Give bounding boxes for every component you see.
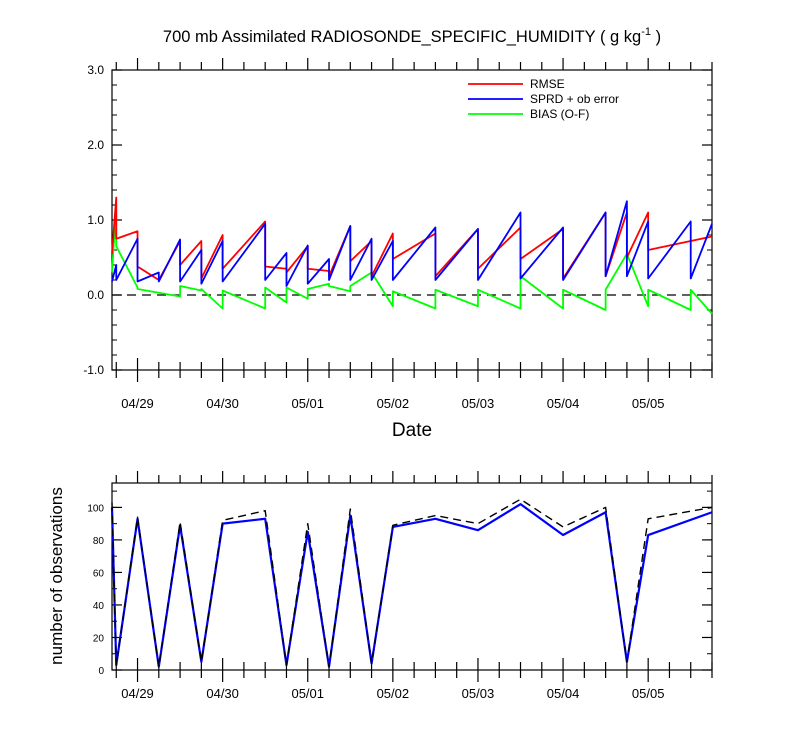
bottom-xtick-label: 05/02 (377, 686, 410, 701)
top-xtick-label: 04/30 (206, 396, 239, 411)
top-xtick-label: 04/29 (121, 396, 154, 411)
legend-label-0: RMSE (530, 77, 565, 91)
bottom-y-axis-label: number of observations (47, 487, 66, 665)
chart-title: 700 mb Assimilated RADIOSONDE_SPECIFIC_H… (163, 26, 661, 46)
legend-label-2: BIAS (O-F) (530, 107, 589, 121)
obs-possible-line (111, 498, 713, 668)
bottom-ytick-label: 20 (93, 633, 105, 644)
bottom-xtick-label: 05/05 (632, 686, 665, 701)
bottom-ytick-label: 40 (93, 601, 105, 612)
top-ytick-label: 0.0 (87, 288, 104, 302)
top-xtick-label: 05/04 (547, 396, 580, 411)
chart-title-end: ) (651, 28, 661, 46)
top-ytick-label: 1.0 (87, 213, 104, 227)
top-ytick-label: 3.0 (87, 63, 104, 77)
top-xtick-label: 05/02 (377, 396, 410, 411)
bottom-panel: 0 20 40 60 80 100 04/29 04/30 05/01 05/02 05/03 05/… (87, 471, 713, 701)
bottom-plot-frame (111, 482, 713, 671)
top-ytick-label: 2.0 (87, 138, 104, 152)
chart-title-superscript: -1 (641, 26, 651, 38)
bottom-ytick-label: 60 (93, 568, 105, 579)
legend-label-1: SPRD + ob error (530, 92, 619, 106)
top-ytick-label: -1.0 (83, 363, 104, 377)
bottom-ytick-label: 0 (98, 666, 104, 677)
bottom-xtick-label: 04/30 (206, 686, 239, 701)
bottom-xtick-label: 05/04 (547, 686, 580, 701)
bottom-ytick-label: 100 (87, 503, 104, 514)
bias-series-line (111, 204, 713, 315)
chart-title-main: 700 mb Assimilated RADIOSONDE_SPECIFIC_H… (163, 28, 641, 46)
top-x-axis-label: Date (392, 420, 432, 441)
bottom-xtick-label: 05/01 (291, 686, 324, 701)
bottom-xtick-label: 05/03 (462, 686, 495, 701)
top-xtick-label: 05/03 (462, 396, 495, 411)
top-xtick-label: 05/05 (632, 396, 665, 411)
obs-used-line (110, 503, 713, 668)
bottom-xtick-label: 04/29 (121, 686, 154, 701)
top-xtick-label: 05/01 (291, 396, 324, 411)
top-panel: -1.0 0.0 1.0 2.0 3.0 04/29 04/30 05/01 05/02 05/0… (83, 58, 713, 411)
sprd-series-line (111, 200, 713, 287)
bottom-ytick-label: 80 (93, 536, 105, 547)
